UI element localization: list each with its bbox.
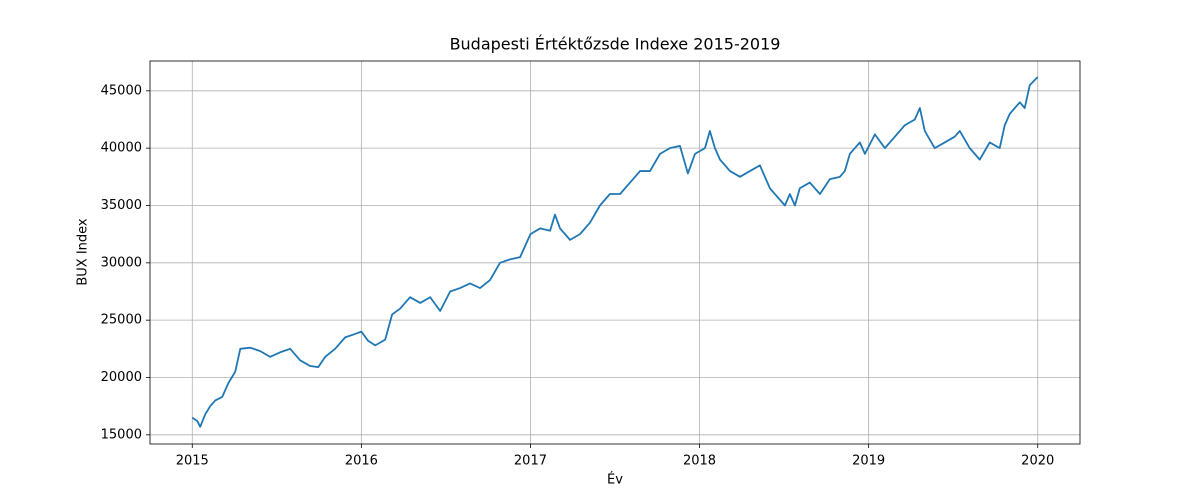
y-tick-label: 25000 (101, 313, 142, 328)
y-tick-label: 20000 (101, 370, 142, 385)
chart-title: Budapesti Értéktőzsde Indexe 2015-2019 (450, 35, 781, 54)
y-tick-label: 30000 (101, 255, 142, 270)
y-axis-label: BUX Index (76, 218, 91, 286)
x-axis-label: Év (607, 472, 623, 488)
y-tick-label: 35000 (101, 198, 142, 213)
axes-frame (149, 60, 1081, 445)
x-tick-label: 2015 (176, 454, 209, 469)
y-tick-label: 15000 (101, 427, 142, 442)
data-line (191, 76, 1039, 428)
x-tick-label: 2019 (852, 454, 885, 469)
y-tick-label: 45000 (101, 83, 142, 98)
x-tick-label: 2020 (1021, 454, 1054, 469)
x-tick-label: 2017 (514, 454, 547, 469)
plot (191, 76, 1039, 428)
x-tick-label: 2016 (345, 454, 378, 469)
x-tick-label: 2018 (683, 454, 716, 469)
grid (150, 61, 1080, 444)
y-tick-label: 40000 (101, 141, 142, 156)
